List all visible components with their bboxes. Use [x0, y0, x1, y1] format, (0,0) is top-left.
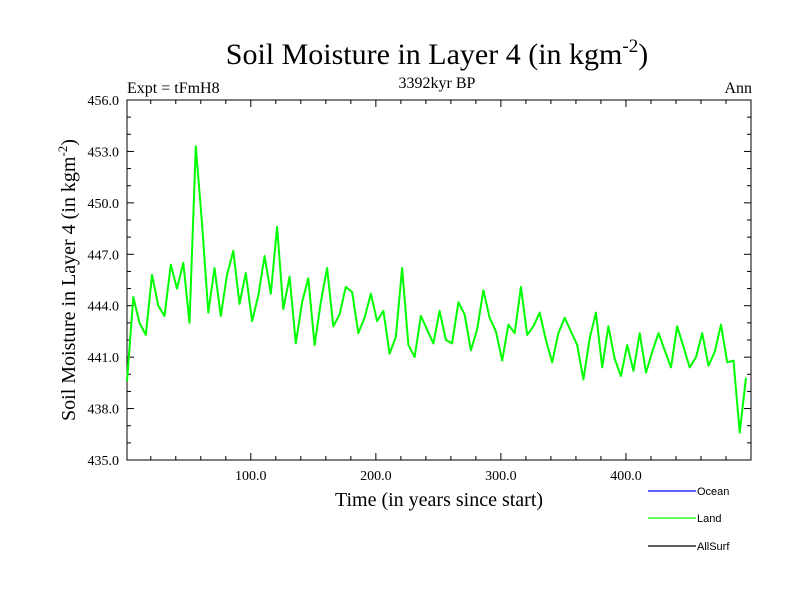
- legend-label-allsurf: AllSurf: [697, 541, 730, 553]
- y-tick-label: 435.0: [88, 454, 120, 469]
- legend-label-land: Land: [697, 513, 721, 525]
- x-tick-label: 200.0: [360, 469, 392, 484]
- land-series-line: [126, 145, 747, 434]
- x-tick-label: 100.0: [235, 469, 267, 484]
- experiment-label: Expt = tFmH8: [127, 80, 220, 97]
- y-axis-label: Soil Moisture in Layer 4 (in kgm-2): [55, 139, 80, 421]
- y-axis-label-close: ): [58, 139, 80, 146]
- x-axis-label: Time (in years since start): [335, 489, 543, 511]
- chart-title: Soil Moisture in Layer 4 (in kgm-2): [226, 36, 648, 71]
- legend: Ocean Land AllSurf: [648, 486, 730, 553]
- y-tick-label: 450.0: [88, 197, 120, 212]
- period-label: 3392kyr BP: [399, 75, 476, 92]
- plot-frame: [126, 99, 752, 461]
- y-axis-label-superscript: -2: [55, 146, 70, 157]
- y-tick-label: 441.0: [88, 351, 120, 366]
- chart-title-main: Soil Moisture in Layer 4 (in kgm: [226, 38, 623, 71]
- chart-title-superscript: -2: [622, 36, 638, 57]
- x-tick-label: 300.0: [485, 469, 517, 484]
- season-label: Ann: [724, 80, 752, 97]
- chart-title-close: ): [638, 38, 648, 71]
- y-tick-label: 456.0: [88, 94, 120, 109]
- y-tick-label: 447.0: [88, 248, 120, 263]
- legend-label-ocean: Ocean: [697, 486, 729, 498]
- x-axis: 100.0 200.0 300.0 400.0: [150, 100, 727, 484]
- y-tick-label: 444.0: [88, 300, 120, 315]
- x-tick-label: 400.0: [610, 469, 642, 484]
- y-tick-label: 453.0: [88, 145, 120, 160]
- y-axis-label-main: Soil Moisture in Layer 4 (in kgm: [58, 156, 80, 421]
- y-tick-label: 438.0: [88, 403, 120, 418]
- y-axis: 435.0 438.0 441.0 444.0 447.0 450.0 453.0 456.0: [88, 94, 751, 469]
